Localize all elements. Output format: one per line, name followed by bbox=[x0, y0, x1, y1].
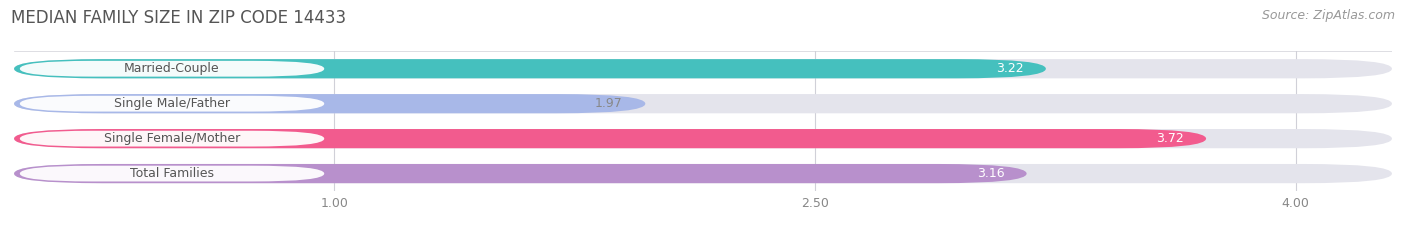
FancyBboxPatch shape bbox=[14, 59, 1392, 78]
FancyBboxPatch shape bbox=[20, 131, 325, 147]
FancyBboxPatch shape bbox=[14, 94, 1392, 113]
Text: Source: ZipAtlas.com: Source: ZipAtlas.com bbox=[1261, 9, 1395, 22]
FancyBboxPatch shape bbox=[14, 129, 1206, 148]
FancyBboxPatch shape bbox=[14, 59, 1046, 78]
Text: 1.97: 1.97 bbox=[595, 97, 623, 110]
Text: 3.72: 3.72 bbox=[1156, 132, 1184, 145]
Text: MEDIAN FAMILY SIZE IN ZIP CODE 14433: MEDIAN FAMILY SIZE IN ZIP CODE 14433 bbox=[11, 9, 346, 27]
FancyBboxPatch shape bbox=[20, 61, 325, 77]
FancyBboxPatch shape bbox=[14, 94, 645, 113]
FancyBboxPatch shape bbox=[14, 129, 1392, 148]
Text: Total Families: Total Families bbox=[129, 167, 214, 180]
FancyBboxPatch shape bbox=[20, 96, 325, 112]
Text: Married-Couple: Married-Couple bbox=[124, 62, 219, 75]
Text: 3.22: 3.22 bbox=[995, 62, 1024, 75]
Text: Single Female/Mother: Single Female/Mother bbox=[104, 132, 240, 145]
Text: Single Male/Father: Single Male/Father bbox=[114, 97, 231, 110]
FancyBboxPatch shape bbox=[14, 164, 1392, 183]
FancyBboxPatch shape bbox=[14, 164, 1026, 183]
FancyBboxPatch shape bbox=[20, 166, 325, 182]
Text: 3.16: 3.16 bbox=[977, 167, 1004, 180]
